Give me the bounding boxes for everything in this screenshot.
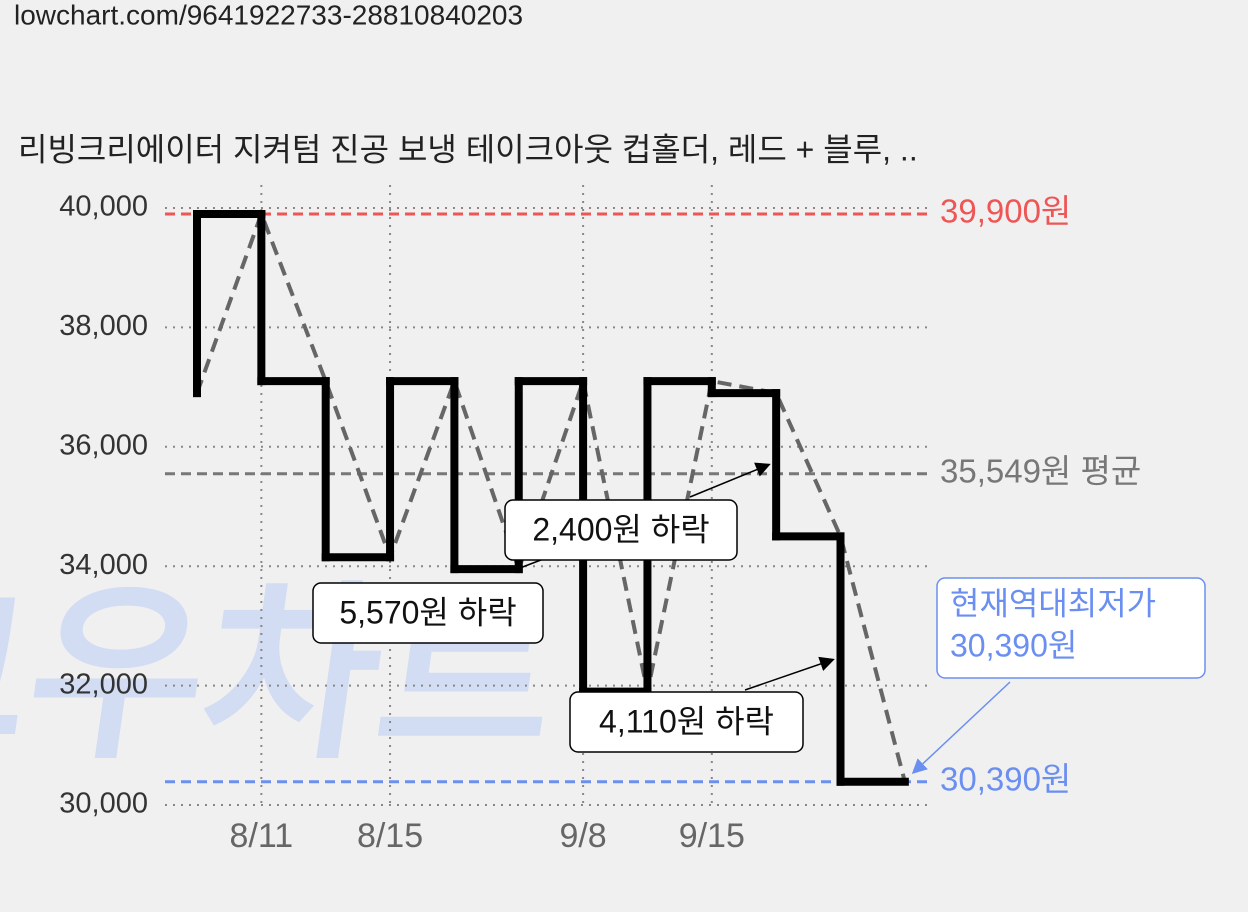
annotation-box [569, 691, 804, 753]
current-low-text: 현재역대최저가 [950, 585, 1156, 621]
arrow [911, 681, 1011, 775]
url: lowchart.com/9641922733-28810840203 [14, 0, 523, 30]
annotation-text: 2,400원 하락 [532, 511, 709, 547]
x-tick-label: 8/15 [357, 817, 423, 855]
annotation-box [504, 499, 738, 561]
x-tick-label: 9/15 [679, 817, 745, 855]
trend-line [195, 208, 907, 783]
x-tick-label: 9/8 [559, 817, 606, 855]
annotation-box [312, 582, 544, 644]
y-tick-label: 32,000 [59, 668, 148, 700]
chart-title: 리빙크리에이터 지켜텀 진공 보냉 테이크아웃 컵홀더, 레드 + 블루, .. [18, 131, 918, 167]
current-low-text: 30,390원 [950, 627, 1077, 663]
annotation-text: 5,570원 하락 [339, 594, 516, 630]
current-low-box [936, 577, 1206, 679]
plot: 39,900원 35,549원 평균 30,390원 [165, 193, 1141, 797]
grid: 30,000 32,000 34,000 36,000 38,000 40,000 8/11… [59, 185, 930, 855]
reference-label: 30,390원 [940, 760, 1071, 797]
reference-label: 35,549원 평균 [940, 452, 1141, 489]
y-tick-label: 40,000 [59, 191, 148, 223]
arrow [689, 462, 771, 498]
reference-label: 39,900원 [940, 193, 1071, 230]
y-tick-label: 30,000 [59, 788, 148, 820]
y-tick-label: 38,000 [59, 310, 148, 342]
annotation-text: 4,110원 하락 [599, 703, 774, 739]
annotations: 2,400원 하락 5,570원 하락 4,110원 하락 현재역대최저가 30,390… [312, 462, 1206, 775]
arrow [744, 656, 835, 691]
x-tick-label: 8/11 [230, 817, 294, 855]
y-tick-label: 34,000 [59, 549, 148, 581]
y-tick-label: 36,000 [59, 429, 148, 461]
